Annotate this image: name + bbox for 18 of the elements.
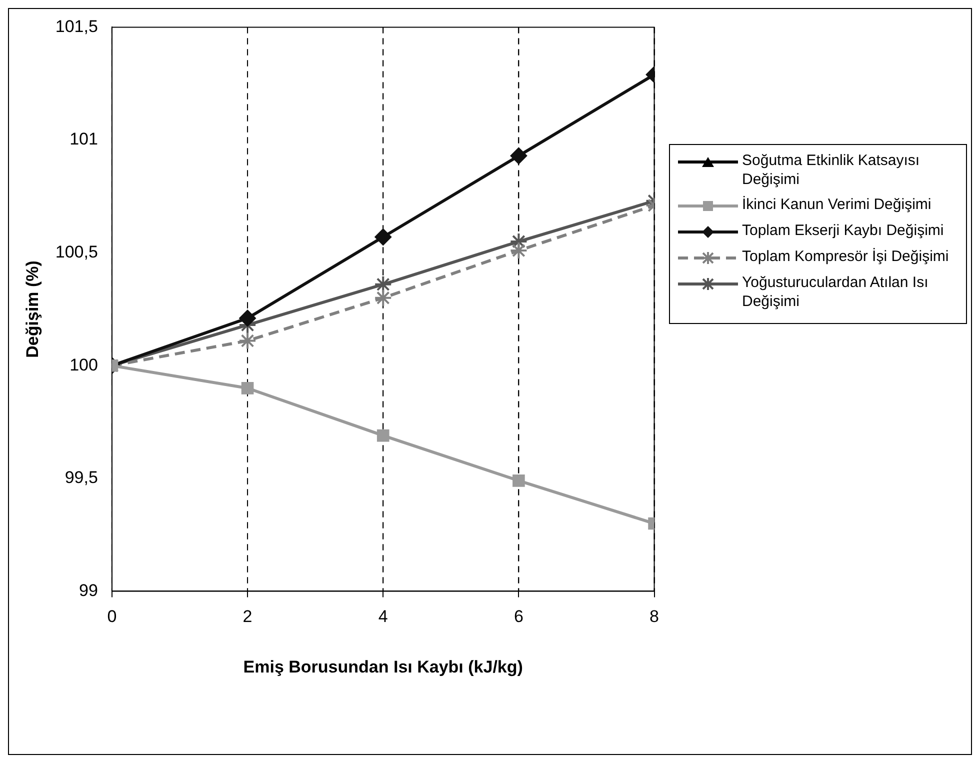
legend-label: İkinci Kanun Verimi Değişimi [742,195,932,215]
y-tick-label: 100,5 [55,242,98,262]
x-tick-label: 2 [242,607,252,626]
y-tick-label: 100 [70,355,98,374]
y-tick-label: 99 [79,580,98,600]
x-tick-label: 4 [378,607,388,626]
x-tick-label: 6 [514,607,524,626]
y-tick-label: 99,5 [64,468,98,488]
legend-label: Soğutma Etkinlik Katsayısı Değişimi [742,151,921,189]
x-tick-label: 0 [107,607,117,626]
y-axis-title: Değişim (%) [22,260,42,358]
x-tick-label: 8 [650,607,660,626]
y-tick-label: 101,5 [55,16,98,36]
legend-label: Toplam Kompresör İşi Değişimi [742,247,949,267]
legend-label: Toplam Ekserji Kaybı Değişimi [742,221,944,241]
y-tick-label: 101 [70,130,98,149]
x-axis-title: Emiş Borusundan Isı Kaybı (kJ/kg) [243,657,523,676]
legend-label: Yoğusturuculardan Atılan Isı Değişimi [742,273,930,311]
